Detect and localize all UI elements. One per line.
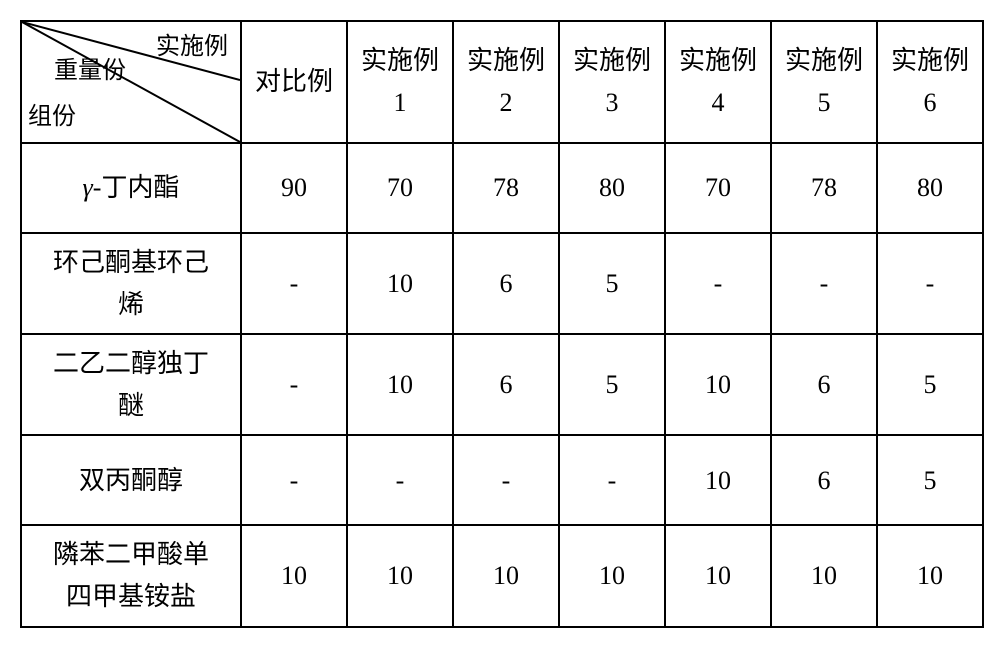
- data-cell: 70: [665, 143, 771, 233]
- data-cell: -: [771, 233, 877, 334]
- table-row: 双丙酮醇----1065: [21, 435, 983, 525]
- data-cell: 6: [771, 334, 877, 435]
- col-header-1: 实施例 1: [347, 21, 453, 143]
- data-cell: 10: [453, 525, 559, 626]
- col-header-num: 5: [818, 88, 831, 117]
- data-cell: 70: [347, 143, 453, 233]
- data-cell: 10: [877, 525, 983, 626]
- data-cell: 5: [559, 334, 665, 435]
- col-header-3: 实施例 3: [559, 21, 665, 143]
- col-header-label: 实施例: [467, 46, 545, 75]
- data-cell: -: [241, 233, 347, 334]
- data-cell: 10: [241, 525, 347, 626]
- header-row: 实施例 重量份 组份 对比例 实施例 1 实施例 2 实施例 3: [21, 21, 983, 143]
- row-label: 隣苯二甲酸单四甲基铵盐: [21, 525, 241, 626]
- data-cell: -: [241, 435, 347, 525]
- data-cell: 5: [877, 435, 983, 525]
- data-cell: -: [453, 435, 559, 525]
- row-label: 二乙二醇独丁醚: [21, 334, 241, 435]
- table-row: 隣苯二甲酸单四甲基铵盐10101010101010: [21, 525, 983, 626]
- row-label: 环己酮基环己烯: [21, 233, 241, 334]
- diag-label-mid: 重量份: [54, 52, 126, 90]
- data-cell: -: [559, 435, 665, 525]
- col-header-label: 实施例: [573, 46, 651, 75]
- data-cell: 80: [877, 143, 983, 233]
- data-cell: 10: [347, 233, 453, 334]
- data-cell: 10: [347, 334, 453, 435]
- data-table: 实施例 重量份 组份 对比例 实施例 1 实施例 2 实施例 3: [20, 20, 984, 628]
- col-header-6: 实施例 6: [877, 21, 983, 143]
- data-cell: -: [241, 334, 347, 435]
- col-header-num: 1: [394, 88, 407, 117]
- data-cell: 78: [771, 143, 877, 233]
- table-body: γ-丁内酯90707880707880环己酮基环己烯-1065---二乙二醇独丁…: [21, 143, 983, 627]
- data-cell: -: [347, 435, 453, 525]
- row-label: 双丙酮醇: [21, 435, 241, 525]
- table-row: 二乙二醇独丁醚-10651065: [21, 334, 983, 435]
- col-header-label: 实施例: [891, 46, 969, 75]
- col-header-label: 实施例: [679, 46, 757, 75]
- table-row: γ-丁内酯90707880707880: [21, 143, 983, 233]
- data-cell: 90: [241, 143, 347, 233]
- data-cell: 10: [665, 334, 771, 435]
- diag-label-top: 实施例: [156, 28, 228, 66]
- data-cell: 10: [665, 435, 771, 525]
- data-cell: 10: [559, 525, 665, 626]
- data-cell: 6: [771, 435, 877, 525]
- col-header-4: 实施例 4: [665, 21, 771, 143]
- col-header-num: 2: [500, 88, 513, 117]
- data-cell: -: [877, 233, 983, 334]
- data-cell: 6: [453, 334, 559, 435]
- table-row: 环己酮基环己烯-1065---: [21, 233, 983, 334]
- data-cell: 5: [559, 233, 665, 334]
- data-cell: 10: [771, 525, 877, 626]
- col-header-num: 4: [712, 88, 725, 117]
- diagonal-header-cell: 实施例 重量份 组份: [21, 21, 241, 143]
- diag-label-bottom: 组份: [28, 98, 76, 136]
- table-container: 实施例 重量份 组份 对比例 实施例 1 实施例 2 实施例 3: [20, 20, 980, 628]
- data-cell: 6: [453, 233, 559, 334]
- col-header-2: 实施例 2: [453, 21, 559, 143]
- row-label: γ-丁内酯: [21, 143, 241, 233]
- col-header-0: 对比例: [241, 21, 347, 143]
- col-header-label: 对比例: [255, 67, 333, 96]
- data-cell: -: [665, 233, 771, 334]
- col-header-num: 3: [606, 88, 619, 117]
- data-cell: 10: [665, 525, 771, 626]
- data-cell: 10: [347, 525, 453, 626]
- col-header-label: 实施例: [361, 46, 439, 75]
- data-cell: 78: [453, 143, 559, 233]
- data-cell: 80: [559, 143, 665, 233]
- data-cell: 5: [877, 334, 983, 435]
- col-header-label: 实施例: [785, 46, 863, 75]
- col-header-num: 6: [924, 88, 937, 117]
- col-header-5: 实施例 5: [771, 21, 877, 143]
